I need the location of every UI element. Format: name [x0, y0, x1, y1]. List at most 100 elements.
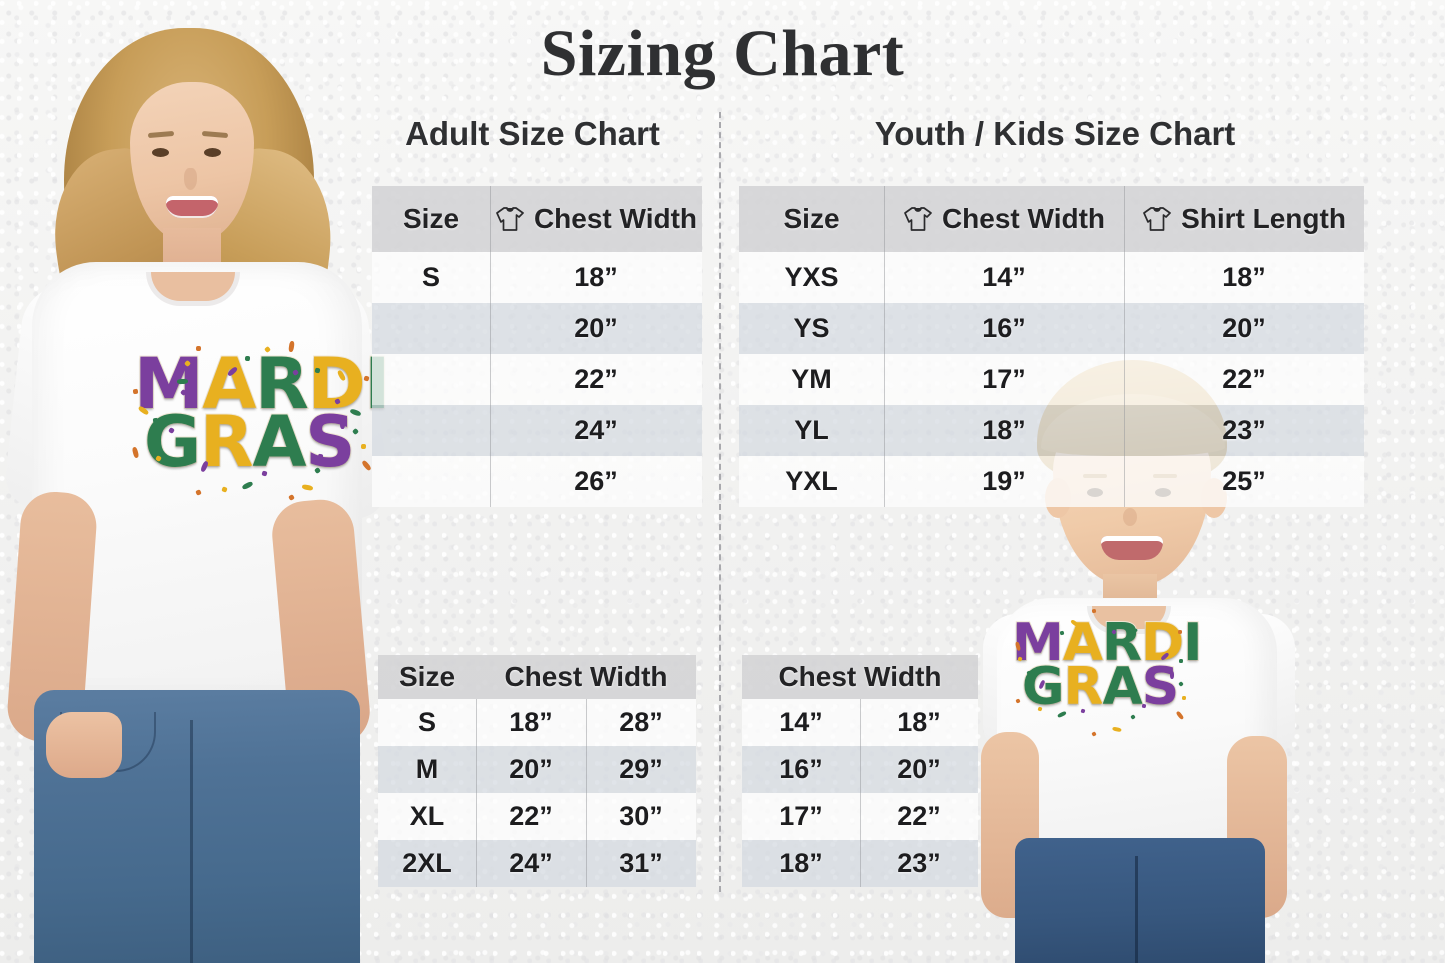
adult-model-photo	[0, 0, 400, 963]
artwork-letter: S	[304, 401, 356, 484]
artwork-letter: G	[143, 401, 202, 484]
cell-size	[372, 405, 490, 456]
adult-size-table-bottom: Size Chest Width S 18” 28” M 20” 29” XL 22” 30” 2…	[378, 655, 696, 887]
cell-length: 22”	[897, 801, 941, 831]
cell-size: YS	[793, 313, 830, 343]
cell-length: 18”	[1222, 262, 1266, 292]
cell-chest: 22”	[509, 801, 553, 831]
model-nose	[184, 168, 197, 190]
youth-size-table-bottom: Chest Width 14” 18” 16” 20” 17” 22” 18” 23”	[742, 655, 978, 887]
table-row: YS 16” 20”	[739, 303, 1364, 354]
header-size: Size	[783, 203, 840, 234]
artwork-letter: D	[307, 343, 367, 425]
cell-length: 25”	[1222, 466, 1266, 496]
artwork-letter: D	[1140, 613, 1185, 673]
table-header-row: Chest Width	[742, 655, 978, 699]
cell-length: 20”	[897, 754, 941, 784]
header-chest-width: Chest Width	[884, 186, 1124, 252]
section-divider	[719, 112, 721, 892]
model-eye-right	[204, 148, 221, 157]
artwork-letter: I	[1182, 613, 1203, 673]
model-eye-left	[152, 148, 169, 157]
table-row: 20”	[372, 303, 702, 354]
cell-chest: 16”	[779, 754, 823, 784]
cell-size: YL	[794, 415, 829, 445]
table-row: YXL 19” 25”	[739, 456, 1364, 507]
cell-length: 30”	[619, 801, 663, 831]
cell-size	[372, 354, 490, 405]
boy-smile	[1101, 536, 1163, 560]
cell-chest: 17”	[779, 801, 823, 831]
column-separator	[860, 699, 861, 887]
adult-size-table: Size Chest Width S 18” 20” 22” 24” 26”	[372, 186, 702, 507]
artwork-letter: A	[1102, 656, 1144, 717]
cell-chest: 22”	[574, 364, 618, 394]
cell-size	[372, 456, 490, 507]
page-title: Sizing Chart	[540, 17, 905, 90]
artwork-line-1: MARDI	[1011, 613, 1203, 673]
confetti-speck	[1170, 670, 1175, 680]
cell-length: 22”	[1222, 364, 1266, 394]
confetti-speck	[340, 418, 346, 429]
column-separator	[586, 699, 587, 887]
cell-chest: 16”	[982, 313, 1026, 343]
table-header-row: Size Chest Width	[372, 186, 702, 252]
header-chest-width: Chest Width	[778, 661, 942, 692]
cell-length: 18”	[897, 707, 941, 737]
cell-size: YM	[791, 364, 832, 394]
boy-jeans	[1015, 838, 1265, 963]
table-row: XL 22” 30”	[378, 793, 696, 840]
cell-size: XL	[409, 801, 445, 831]
artwork-letter: R	[199, 401, 255, 484]
table-header-row: Size Chest Width	[378, 655, 696, 699]
table-row: 22”	[372, 354, 702, 405]
cell-size: YXS	[784, 262, 839, 292]
table-row: 26”	[372, 456, 702, 507]
cell-chest: 20”	[574, 313, 618, 343]
table-body: S 18” 20” 22” 24” 26”	[372, 252, 702, 507]
header-shirt-length: Shirt Length	[1124, 186, 1364, 252]
table-row: M 20” 29”	[378, 746, 696, 793]
table-row: YXS 14” 18”	[739, 252, 1364, 303]
cell-size: S	[421, 262, 440, 292]
cell-chest: 24”	[509, 848, 553, 878]
cell-chest: 18”	[509, 707, 553, 737]
artwork-line-2: GRAS	[134, 401, 364, 484]
table-body: S 18” 28” M 20” 29” XL 22” 30” 2XL 24” 31”	[378, 699, 696, 887]
header-size: Size	[398, 661, 456, 692]
table-header-row: Size Chest Width Shirt Length	[739, 186, 1364, 252]
column-separator	[1124, 186, 1125, 507]
mardi-gras-artwork-youth: MARDI GRAS	[1011, 609, 1203, 737]
youth-size-table: Size Chest Width Shirt Length	[739, 186, 1364, 507]
artwork-letter: R	[1062, 656, 1104, 717]
tshirt-icon	[903, 206, 933, 232]
column-separator	[884, 186, 885, 507]
cell-length: 29”	[619, 754, 663, 784]
cell-size: S	[417, 707, 436, 737]
cell-chest: 18”	[574, 262, 618, 292]
model-smile	[166, 196, 218, 218]
cell-length: 23”	[1222, 415, 1266, 445]
cell-size	[372, 303, 490, 354]
cell-length: 28”	[619, 707, 663, 737]
cell-size: YXL	[785, 466, 838, 496]
header-shirt-length-label: Shirt Length	[1181, 203, 1346, 234]
cell-length: 31”	[619, 848, 663, 878]
artwork-letter: R	[254, 343, 310, 425]
cell-chest: 18”	[982, 415, 1026, 445]
header-chest-width-label: Chest Width	[533, 203, 698, 234]
column-separator	[490, 186, 491, 507]
artwork-letter: R	[1101, 613, 1143, 673]
artwork-letter: S	[1141, 656, 1180, 717]
artwork-letter: A	[251, 401, 307, 484]
cell-chest: 20”	[509, 754, 553, 784]
boy-nose	[1123, 508, 1137, 526]
adult-section-heading: Adult Size Chart	[405, 115, 660, 152]
cell-size: 2XL	[402, 848, 452, 878]
cell-chest: 14”	[779, 707, 823, 737]
table-row: 24”	[372, 405, 702, 456]
youth-section-heading: Youth / Kids Size Chart	[874, 115, 1236, 152]
cell-chest: 14”	[982, 262, 1026, 292]
cell-chest: 19”	[982, 466, 1026, 496]
